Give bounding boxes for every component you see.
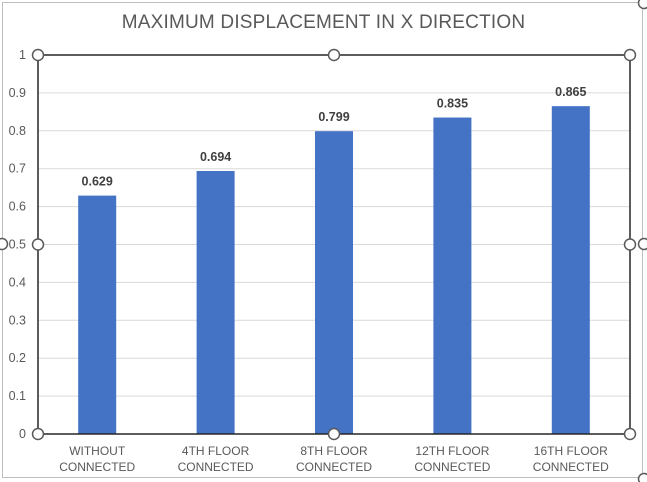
bar[interactable] (315, 131, 353, 434)
y-tick-label: 1 (19, 48, 26, 62)
x-axis-ticks: WITHOUT CONNECTED 4TH FLOOR CONNECTED 8TH FL… (59, 444, 609, 474)
data-label: 0.694 (200, 150, 231, 164)
y-tick-label: 0 (19, 427, 26, 441)
bar[interactable] (551, 106, 590, 434)
y-tick-label: 0.2 (9, 351, 26, 365)
data-label: 0.799 (318, 110, 349, 124)
chart-title: MAXIMUM DISPLACEMENT IN X DIRECTION (121, 12, 526, 33)
chart-resize-handle[interactable] (637, 472, 647, 482)
chart-resize-handle[interactable] (0, 237, 9, 251)
data-label: 0.865 (555, 85, 586, 99)
bar[interactable] (433, 117, 472, 434)
y-tick-label: 0.6 (9, 200, 26, 214)
plot-resize-handle[interactable] (623, 238, 637, 251)
y-tick-label: 0.1 (9, 389, 26, 403)
y-tick-label: 0.3 (9, 313, 26, 327)
plot-resize-handle[interactable] (327, 427, 341, 441)
plot-resize-handle[interactable] (31, 427, 45, 441)
data-labels: 0.629 0.694 0.799 0.835 0.865 (82, 85, 587, 188)
x-tick-label: CONNECTED (296, 460, 372, 474)
plot-resize-handle[interactable] (327, 48, 341, 62)
data-label: 0.835 (437, 97, 468, 111)
x-tick-label: CONNECTED (59, 460, 135, 474)
x-tick-label: 16TH FLOOR (534, 444, 608, 458)
x-tick-label: 8TH FLOOR (300, 444, 368, 458)
y-tick-label: 0.4 (9, 275, 26, 289)
y-tick-label: 0.7 (9, 162, 26, 176)
y-axis-ticks: 0 0.1 0.2 0.3 0.4 0.5 0.6 0.7 0.8 0.9 1 (9, 48, 26, 441)
x-tick-label: 12TH FLOOR (415, 444, 489, 458)
y-tick-label: 0.5 (9, 238, 26, 252)
y-tick-label: 0.9 (9, 86, 26, 100)
x-tick-label: WITHOUT (69, 444, 126, 458)
data-label: 0.629 (82, 175, 113, 189)
chart-resize-handle[interactable] (637, 0, 647, 10)
chart-resize-handle[interactable] (637, 237, 647, 251)
bar[interactable] (196, 170, 235, 434)
plot-resize-handle[interactable] (623, 427, 637, 441)
x-tick-label: CONNECTED (414, 460, 490, 474)
bar[interactable] (78, 195, 117, 434)
x-tick-label: CONNECTED (533, 460, 609, 474)
y-tick-label: 0.8 (9, 124, 26, 138)
x-tick-label: CONNECTED (178, 460, 254, 474)
bars (78, 106, 590, 434)
plot-resize-handle[interactable] (31, 48, 45, 62)
plot-resize-handle[interactable] (623, 48, 637, 62)
x-tick-label: 4TH FLOOR (182, 444, 250, 458)
plot-resize-handle[interactable] (31, 238, 45, 251)
